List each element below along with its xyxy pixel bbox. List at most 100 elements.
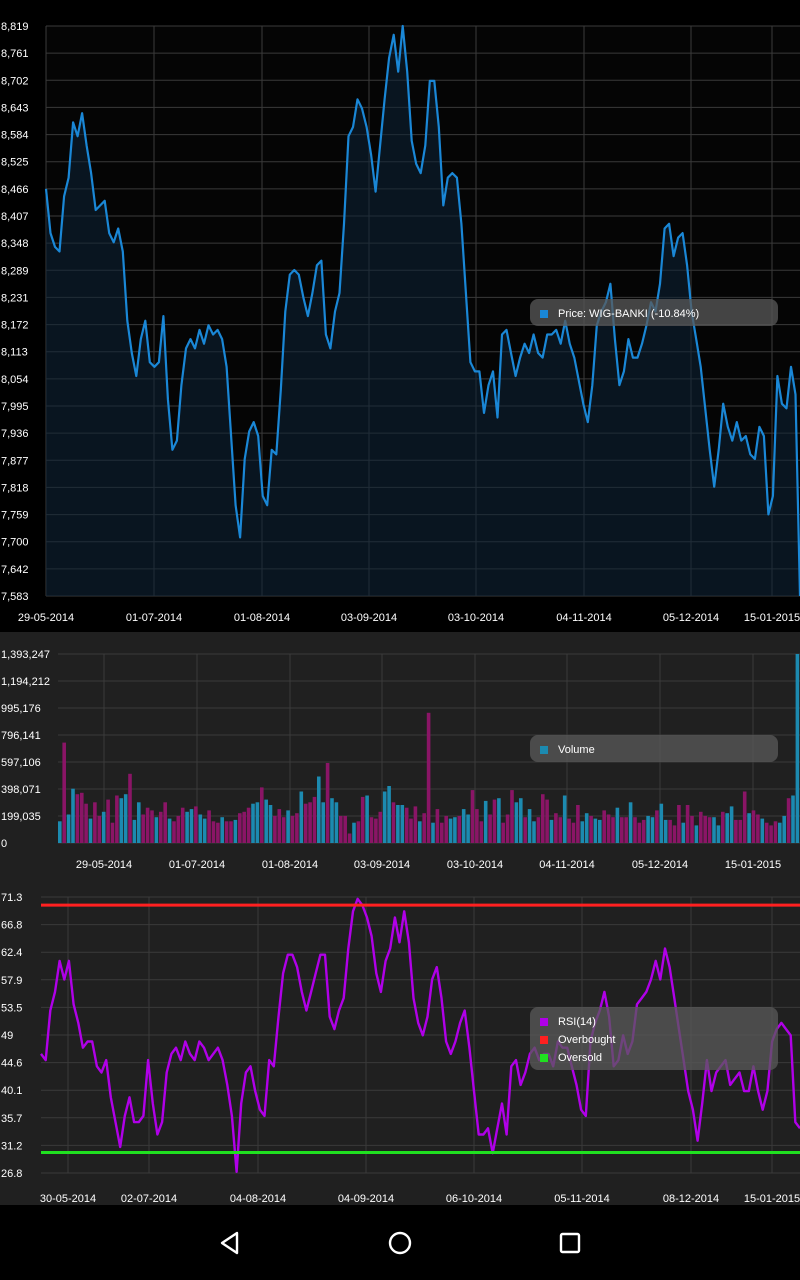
volume-bar [238,813,242,843]
volume-bar [369,817,374,843]
home-button[interactable] [370,1213,430,1273]
volume-bar [558,817,563,843]
volume-bar [545,799,549,843]
volume-chart[interactable]: 1,393,247 1,194,212 995,176 796,141 597,106 3… [0,632,800,878]
volume-x-tick-label: 04-11-2014 [539,859,594,871]
back-icon [220,1231,239,1254]
rsi-x-tick-label: 04-09-2014 [338,1193,394,1205]
rsi-y-tick-label: 57.9 [1,975,22,987]
volume-bar [312,796,317,843]
price-y-tick-label: 7,700 [1,537,29,549]
price-y-tick-label: 7,642 [1,564,29,576]
volume-bar [729,806,734,843]
volume-bar [628,802,633,843]
price-legend-label: Price: WIG-BANKI (-10.84%) [558,308,700,320]
rsi-y-tick-label: 49 [1,1030,13,1042]
price-y-tick-label: 8,054 [1,374,29,386]
volume-bar [470,790,475,843]
volume-bar [404,807,409,843]
volume-bar [677,805,681,843]
rsi-chart[interactable]: 71.3 66.8 62.4 57.9 53.5 49 44.6 40.1 35.7 31.2 26… [0,878,800,1205]
volume-bar [207,810,211,843]
volume-bar [281,817,286,843]
rsi-legend-label: RSI(14) [558,1016,596,1028]
volume-chart-panel[interactable]: 1,393,247 1,194,212 995,176 796,141 597,106 3… [0,632,800,878]
volume-bar [176,815,181,843]
volume-bar [791,795,795,843]
volume-bar [141,814,145,843]
volume-bar [440,822,444,843]
price-x-tick-label: 03-09-2014 [341,612,397,624]
volume-bar [497,798,501,843]
price-area-fill [46,26,800,596]
volume-bar [501,822,505,843]
volume-bar [110,822,115,843]
volume-bar [180,807,185,843]
volume-bar [492,799,497,843]
rsi-x-tick-label: 05-11-2014 [554,1193,609,1205]
volume-bar [549,819,554,843]
back-button[interactable] [200,1213,260,1273]
volume-bar [475,809,479,843]
volume-bar [606,814,611,843]
oversold-legend-label: Oversold [558,1052,603,1064]
volume-bar [760,818,765,843]
volume-bar [751,810,756,843]
rsi-y-tick-label: 26.8 [1,1168,22,1180]
volume-bar [633,817,637,843]
rsi-chart-panel[interactable]: 71.3 66.8 62.4 57.9 53.5 49 44.6 40.1 35.7 31.2 26… [0,878,800,1205]
price-y-tick-label: 7,759 [1,510,29,522]
volume-bar [123,794,128,843]
volume-y-tick-label: 398,071 [1,784,41,796]
price-y-tick-label: 7,936 [1,428,29,440]
volume-bar [519,798,523,843]
volume-bar [747,813,751,843]
price-y-tick-label: 8,525 [1,157,29,169]
volume-bar [317,776,321,843]
volume-bar [584,813,589,843]
volume-bar [211,821,216,843]
volume-bar [453,817,457,843]
volume-bar [308,802,312,843]
price-y-tick-label: 8,702 [1,75,29,87]
volume-bar [62,742,66,843]
volume-bar [303,803,308,843]
price-chart-panel[interactable]: 8,819 8,761 8,702 8,643 8,584 8,525 8,466 8,407… [0,0,800,632]
volume-bar [101,811,106,843]
price-x-tick-label: 15-01-2015 [744,612,800,624]
volume-bar [562,795,567,843]
rsi-x-tick-label: 08-12-2014 [663,1193,719,1205]
volume-bar [409,818,413,843]
recents-button[interactable] [540,1213,600,1273]
volume-bar [514,802,519,843]
volume-bar [80,792,84,843]
volume-x-tick-label: 01-08-2014 [262,859,318,871]
volume-bar [716,825,721,843]
volume-bar [137,802,141,843]
volume-x-tick-label: 01-07-2014 [169,859,225,871]
price-y-tick-label: 8,466 [1,184,29,196]
volume-bar [699,811,703,843]
volume-y-tick-label: 199,035 [1,811,41,823]
volume-bar [159,811,163,843]
volume-legend-label: Volume [558,744,595,756]
price-x-tick-label: 29-05-2014 [18,612,74,624]
volume-bar [360,796,365,843]
volume-bar [672,825,677,843]
volume-bar [611,817,615,843]
volume-bar [145,807,150,843]
volume-bar [299,791,304,843]
price-y-tick-label: 7,995 [1,401,29,413]
volume-bar [396,805,400,843]
volume-bar [756,814,760,843]
volume-bar [71,788,75,843]
volume-bar [576,805,580,843]
volume-bar [598,819,602,843]
price-series-line [44,24,800,597]
volume-bar [391,802,396,843]
volume-bar [457,815,462,843]
volume-bar [198,814,203,843]
volume-bar [185,811,189,843]
price-y-tick-label: 8,231 [1,292,29,304]
volume-bar [448,818,453,843]
